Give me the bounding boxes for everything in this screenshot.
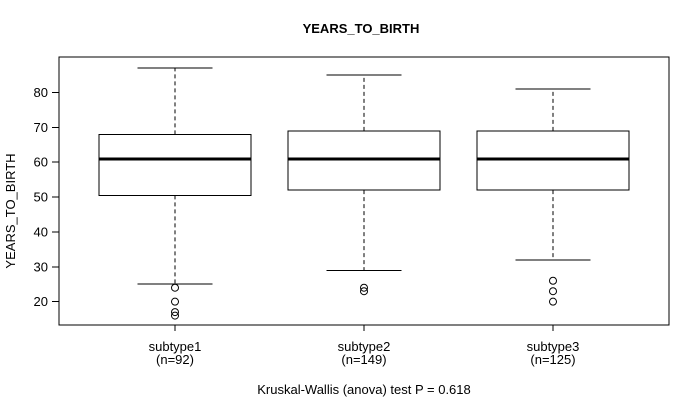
group-label: subtype2	[338, 339, 391, 354]
outlier-point	[171, 308, 179, 317]
group-label: subtype1	[149, 339, 202, 354]
y-tick-label: 80	[34, 85, 48, 100]
outlier-point	[171, 297, 179, 306]
outlier-point	[549, 276, 557, 285]
group-sublabel: (n=125)	[530, 352, 575, 367]
group-label: subtype3	[527, 339, 580, 354]
outlier-point	[171, 283, 179, 292]
y-tick-label: 40	[34, 224, 48, 239]
outlier-point	[360, 283, 368, 292]
iqr-box	[287, 130, 441, 191]
y-tick-label: 50	[34, 190, 48, 205]
iqr-box	[98, 133, 252, 196]
group-sublabel: (n=92)	[156, 352, 194, 367]
y-tick-label: 30	[34, 259, 48, 274]
group-sublabel: (n=149)	[341, 352, 386, 367]
iqr-box	[476, 130, 630, 191]
y-tick-label: 20	[34, 294, 48, 309]
y-axis-label: YEARS_TO_BIRTH	[3, 153, 18, 268]
outlier-point	[360, 287, 368, 296]
stat-test-caption: Kruskal-Wallis (anova) test P = 0.618	[257, 382, 471, 397]
outlier-point	[549, 287, 557, 296]
y-tick-label: 70	[34, 120, 48, 135]
outlier-point	[171, 311, 179, 320]
outlier-point	[549, 297, 557, 306]
y-tick-label: 60	[34, 155, 48, 170]
chart-title: YEARS_TO_BIRTH	[303, 21, 420, 36]
plot-content: 20304050607080subtype1(n=92)subtype2(n=1…	[34, 56, 670, 367]
